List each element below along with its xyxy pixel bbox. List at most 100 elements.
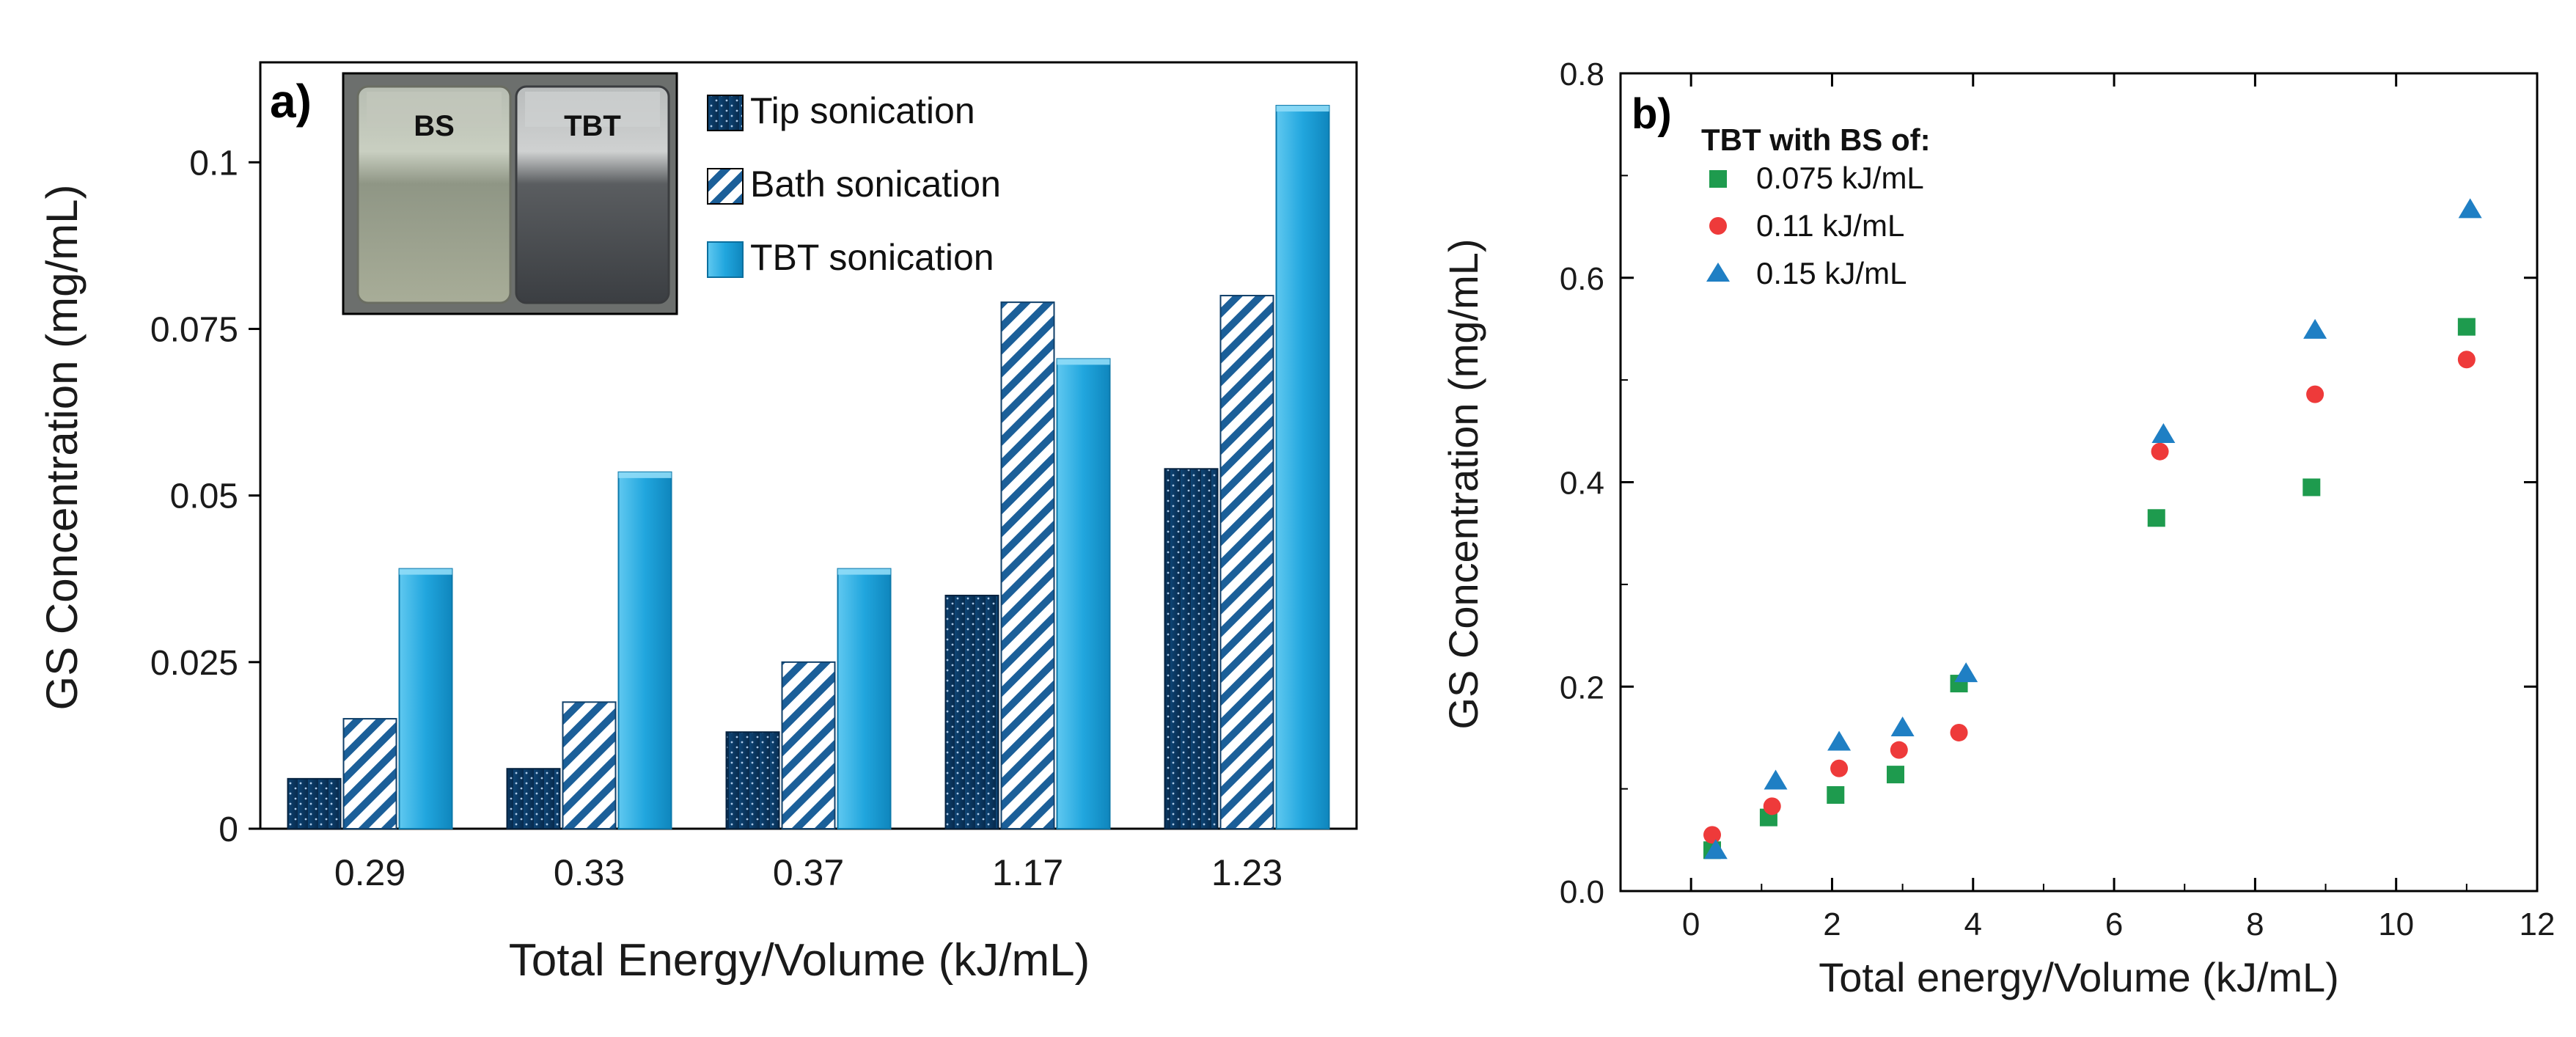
bar-bath-1.23	[1219, 295, 1274, 830]
legend-marker-square	[1709, 170, 1727, 188]
panel-b-y-ticks: 0.0 0.2 0.4 0.6 0.8	[1560, 56, 2537, 910]
point-011-3	[1890, 741, 1908, 759]
bar-cap-0.37	[837, 568, 891, 575]
point-0075-7	[2457, 318, 2476, 336]
legend-label-bath: Bath sonication	[750, 164, 1001, 205]
legend-marker-circle	[1709, 217, 1727, 235]
panel-b-plot-frame	[1619, 72, 2539, 893]
b-ytick-label: 0.2	[1560, 670, 1604, 706]
b-ytick-label: 0.0	[1560, 874, 1604, 910]
legend-label-tip: Tip sonication	[750, 90, 975, 131]
bar-cap-0.33	[618, 472, 672, 478]
a-xtick-label: 1.23	[1211, 852, 1283, 893]
panel-a-legend: Tip sonication Bath sonication TBT sonic…	[707, 90, 1001, 278]
bar-cap-0.29	[399, 568, 452, 575]
bar-tbt-1.17	[1056, 358, 1111, 829]
bs-vial	[356, 85, 512, 304]
inset-label-bs: BS	[414, 110, 455, 142]
point-0075-3	[1887, 766, 1904, 784]
legend-label-tbt: TBT sonication	[750, 237, 994, 278]
b-ytick-label: 0.4	[1560, 466, 1604, 502]
b-xtick-label: 2	[1823, 906, 1841, 942]
point-011-7	[2457, 351, 2476, 369]
a-ytick-label: 0.05	[170, 477, 238, 516]
panel-b-x-ticks: 0 2 4 6 8 10 12	[1682, 73, 2555, 942]
point-011-4	[1950, 723, 1968, 741]
point-0075-5	[2147, 509, 2165, 527]
panel-b-x-axis-title: Total energy/Volume (kJ/mL)	[1819, 954, 2339, 1000]
bar-tip-1.23	[1164, 468, 1219, 829]
inset-label-tbt: TBT	[564, 110, 621, 142]
panel-a-label: a)	[270, 75, 312, 128]
bar-bath-1.17	[1000, 301, 1055, 829]
bar-bath-0.33	[562, 701, 617, 830]
bar-tbt-0.29	[398, 568, 453, 829]
bar-tip-0.33	[506, 768, 561, 830]
bar-bath-0.29	[342, 718, 397, 830]
b-xtick-label: 10	[2378, 906, 2414, 942]
legend-label-011: 0.11 kJ/mL	[1756, 208, 1904, 243]
legend-swatch-tbt	[707, 241, 744, 278]
bar-tbt-1.23	[1275, 105, 1330, 829]
b-xtick-label: 6	[2105, 906, 2123, 942]
panel-b-legend: TBT with BS of: 0.075 kJ/mL 0.11 kJ/mL 0…	[1701, 122, 1931, 290]
panel-a-x-axis-title: Total Energy/Volume (kJ/mL)	[509, 935, 1090, 986]
legend-swatch-bath	[707, 168, 744, 205]
b-xtick-label: 8	[2246, 906, 2264, 942]
point-011-2	[1830, 759, 1849, 777]
panel-b: 0.0 0.2 0.4 0.6 0.8 0 2 4 6 8 10 12 b) TBT with BS…	[1440, 56, 2555, 1000]
point-015-1	[1764, 769, 1788, 790]
panel-a-y-axis-title: GS Concentration (mg/mL)	[37, 185, 87, 711]
point-015-5	[2151, 422, 2176, 443]
a-xtick-label: 0.33	[554, 852, 625, 893]
point-0075-2	[1827, 785, 1845, 804]
legend-label-0075: 0.075 kJ/mL	[1756, 161, 1924, 195]
bar-cap-1.23	[1276, 106, 1329, 112]
a-ytick-label: 0.075	[150, 310, 238, 349]
point-011-1	[1763, 797, 1781, 816]
panel-a-bars	[287, 105, 1330, 830]
a-xtick-label: 0.37	[773, 852, 844, 893]
a-ytick-label: 0.025	[150, 644, 238, 683]
bs-vial-highlight	[367, 92, 502, 127]
point-015-4	[1954, 662, 1978, 683]
b-ytick-label: 0.8	[1560, 56, 1604, 92]
legend-title: TBT with BS of:	[1701, 122, 1931, 157]
point-015-0	[1703, 839, 1728, 860]
panel-b-y-axis-title: GS Concentration (mg/mL)	[1440, 238, 1486, 729]
point-015-2	[1827, 730, 1852, 751]
inset-photo: BS TBT	[342, 72, 678, 315]
panel-b-points	[1703, 198, 2482, 860]
point-015-6	[2303, 318, 2327, 339]
bar-tip-0.29	[287, 777, 342, 829]
a-xtick-label: 0.29	[334, 852, 406, 893]
b-xtick-label: 12	[2520, 906, 2555, 942]
tbt-vial	[515, 85, 670, 304]
legend-label-015: 0.15 kJ/mL	[1756, 256, 1907, 290]
legend-swatch-tip	[707, 95, 744, 131]
point-011-5	[2151, 442, 2169, 461]
a-xtick-label: 1.17	[992, 852, 1063, 893]
b-xtick-label: 0	[1682, 906, 1700, 942]
panel-a-x-ticks: 0.29 0.33 0.37 1.17 1.23	[334, 852, 1283, 893]
a-ytick-label: 0	[219, 810, 238, 849]
panel-a-y-ticks: 0 0.025 0.05 0.075 0.1	[150, 144, 260, 849]
bar-tip-1.17	[944, 594, 999, 830]
bar-bath-0.37	[781, 661, 836, 830]
point-015-3	[1890, 717, 1915, 736]
bar-tbt-0.37	[837, 568, 892, 829]
b-xtick-label: 4	[1964, 906, 1982, 942]
bar-tip-0.37	[725, 731, 780, 829]
tbt-vial-highlight	[525, 92, 660, 127]
point-011-6	[2306, 385, 2324, 403]
b-ytick-label: 0.6	[1560, 261, 1604, 297]
point-0075-6	[2302, 478, 2321, 496]
bar-tbt-0.33	[617, 471, 672, 829]
legend-marker-triangle	[1706, 263, 1730, 282]
panel-b-label: b)	[1632, 90, 1672, 138]
a-ytick-label: 0.1	[189, 144, 238, 183]
bar-cap-1.17	[1057, 359, 1110, 365]
point-015-7	[2458, 198, 2482, 219]
